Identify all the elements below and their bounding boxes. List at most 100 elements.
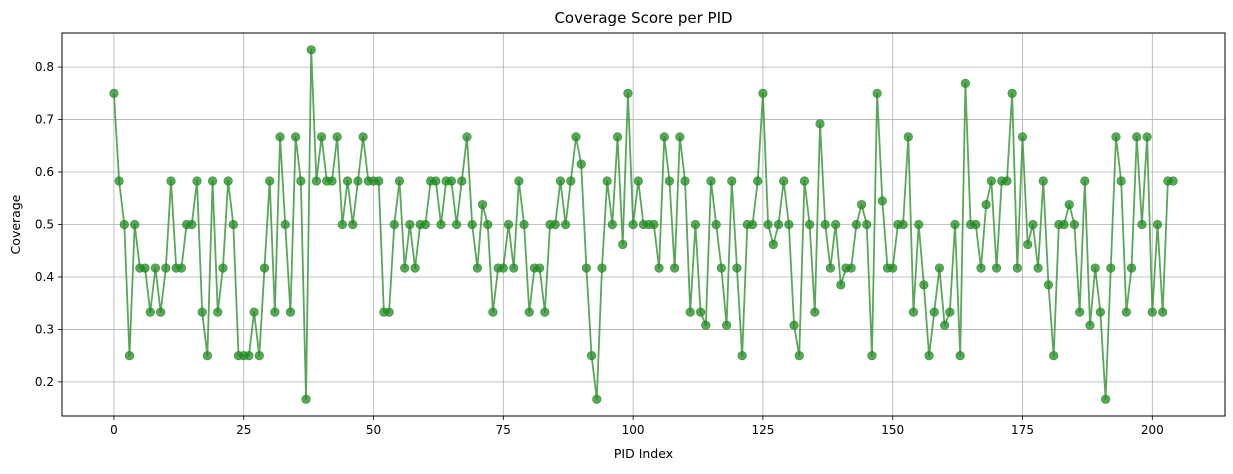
data-point: [540, 307, 550, 317]
data-point: [509, 263, 519, 273]
data-point: [690, 219, 701, 230]
data-point: [1111, 132, 1121, 142]
data-point: [914, 219, 924, 230]
data-point: [306, 45, 316, 55]
data-point: [633, 176, 643, 186]
data-point: [394, 176, 405, 186]
data-point: [420, 219, 431, 230]
data-point: [784, 219, 794, 230]
data-point: [109, 88, 119, 98]
marker-layer: [109, 45, 1178, 404]
x-tick-label: 75: [496, 423, 511, 437]
data-point: [934, 263, 945, 273]
data-point: [773, 219, 784, 230]
data-point: [1075, 307, 1085, 317]
y-tick-label: 0.6: [35, 165, 54, 179]
data-point: [119, 219, 129, 230]
x-tick-label: 100: [622, 423, 645, 437]
data-point: [1059, 219, 1069, 230]
data-point: [607, 219, 617, 230]
data-point: [929, 307, 939, 317]
data-point: [156, 307, 166, 317]
data-point: [337, 219, 347, 230]
data-point: [1142, 132, 1152, 142]
data-point: [405, 219, 415, 230]
data-point: [836, 280, 846, 290]
data-point: [280, 219, 290, 230]
data-point: [187, 219, 197, 230]
data-point: [737, 351, 747, 361]
data-point: [950, 219, 960, 230]
data-point: [301, 394, 311, 404]
data-point: [483, 219, 493, 230]
x-tick-label: 25: [236, 423, 251, 437]
data-point: [202, 351, 212, 361]
data-point: [140, 263, 150, 273]
data-point: [618, 239, 628, 250]
x-tick-label: 0: [110, 423, 118, 437]
data-point: [685, 307, 695, 317]
data-point: [1064, 199, 1074, 210]
data-point: [768, 239, 778, 250]
data-point: [940, 320, 950, 330]
data-point: [400, 263, 410, 273]
data-point: [213, 307, 223, 317]
data-point: [586, 351, 597, 361]
data-point: [384, 307, 394, 317]
data-point: [124, 351, 135, 361]
data-point: [1090, 263, 1100, 273]
y-tick-label: 0.7: [35, 113, 54, 127]
data-point: [1116, 176, 1126, 186]
data-point: [498, 263, 508, 273]
data-point: [862, 219, 872, 230]
data-point: [581, 263, 591, 273]
data-point: [228, 219, 238, 230]
x-tick-label: 150: [881, 423, 904, 437]
data-point: [877, 196, 887, 206]
data-point: [675, 132, 685, 142]
x-tick-label: 50: [366, 423, 381, 437]
data-point: [721, 320, 732, 330]
data-point: [550, 219, 560, 230]
data-point: [571, 132, 581, 142]
data-point: [696, 307, 706, 317]
data-point: [628, 219, 638, 230]
data-point: [846, 263, 856, 273]
data-point: [576, 159, 586, 169]
data-point: [374, 176, 384, 186]
data-point: [986, 176, 996, 186]
data-point: [1106, 263, 1116, 273]
data-point: [597, 263, 607, 273]
y-axis-label: Coverage: [8, 194, 23, 254]
data-point: [856, 199, 867, 210]
grid-layer: [62, 33, 1225, 416]
x-axis-label: PID Index: [614, 446, 673, 461]
data-point: [924, 351, 934, 361]
data-point: [888, 263, 898, 273]
x-tick-label: 125: [751, 423, 774, 437]
data-point: [830, 219, 841, 230]
data-point: [680, 176, 690, 186]
data-point: [955, 351, 965, 361]
data-point: [711, 219, 721, 230]
data-point: [1100, 394, 1111, 404]
data-point: [145, 307, 155, 317]
data-point: [753, 176, 763, 186]
data-point: [244, 351, 254, 361]
data-point: [472, 263, 482, 273]
data-point: [825, 263, 836, 273]
data-point: [1152, 219, 1163, 230]
data-point: [716, 263, 726, 273]
data-point: [1147, 307, 1157, 317]
data-point: [150, 263, 161, 273]
data-point: [561, 219, 571, 230]
data-point: [623, 88, 633, 98]
data-point: [732, 263, 742, 273]
y-tick-label: 0.4: [35, 270, 54, 284]
data-point: [1028, 219, 1038, 230]
data-point: [908, 307, 919, 317]
y-tick-label: 0.2: [35, 375, 54, 389]
data-point: [945, 307, 955, 317]
data-point: [659, 132, 669, 142]
